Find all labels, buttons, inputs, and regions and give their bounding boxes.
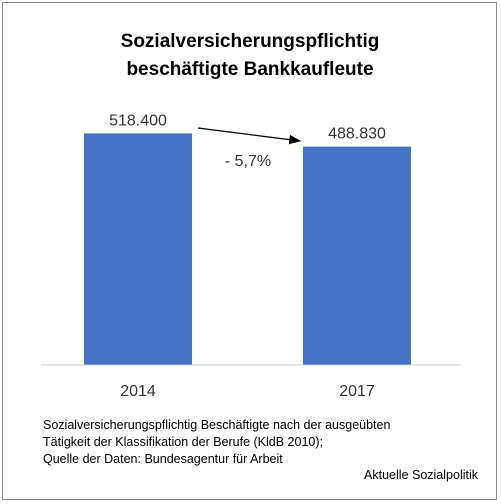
x-tick-label-2017: 2017: [339, 383, 375, 400]
bars-layer: 518.400 488.830: [84, 112, 411, 365]
change-arrow: [197, 127, 302, 145]
x-tick-label-2014: 2014: [120, 383, 156, 400]
data-label-2017: 488.830: [328, 126, 386, 143]
footnote-line-1: Sozialversicherungspflichtig Beschäftigt…: [43, 418, 390, 432]
footnote-line-3: Quelle der Daten: Bundesagentur für Arbe…: [43, 452, 283, 466]
chart-title-line-1: Sozialversicherungspflichtig: [121, 31, 380, 52]
change-label: - 5,7%: [225, 153, 271, 170]
bar-2014: [84, 133, 192, 365]
bar-2017: [303, 146, 411, 365]
data-label-2014: 518.400: [109, 112, 167, 129]
source-label: Aktuelle Sozialpolitik: [364, 468, 479, 482]
chart-title-line-2: beschäftigte Bankkaufleute: [126, 59, 373, 80]
footnote-line-2: Tätigkeit der Klassifikation der Berufe …: [43, 435, 323, 449]
